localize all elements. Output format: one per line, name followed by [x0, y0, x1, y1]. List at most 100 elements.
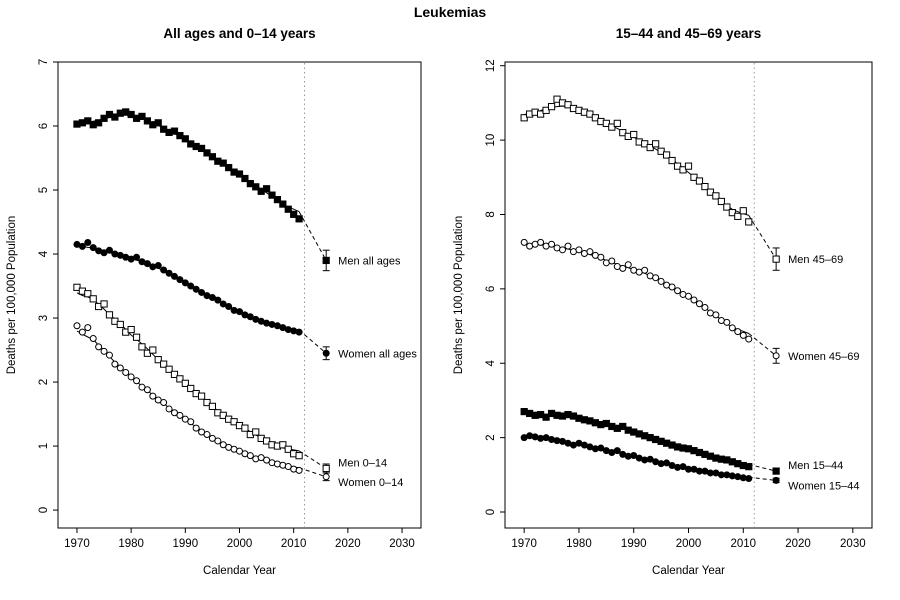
data-point [728, 324, 736, 332]
data-point [284, 463, 292, 471]
data-point [203, 398, 211, 407]
x-tick-label: 1970 [511, 538, 537, 550]
x-axis: 1970 1980 1990 2000 2010 2020 2030 [64, 528, 415, 550]
series-label: Men all ages [338, 255, 401, 267]
data-point [138, 343, 146, 351]
y-tick-label: 0 [485, 509, 497, 515]
data-point [695, 177, 704, 185]
data-point [192, 424, 200, 432]
data-point [78, 328, 86, 336]
projection-line [298, 450, 327, 469]
data-point [608, 123, 616, 131]
data-point [84, 117, 92, 125]
data-point [553, 95, 561, 103]
data-point [646, 455, 654, 463]
projection-line [298, 211, 327, 261]
data-point [542, 106, 550, 114]
data-point [602, 119, 610, 127]
data-point [236, 308, 243, 316]
data-point [105, 311, 114, 319]
x-tick-label: 2020 [785, 538, 811, 550]
projection-point [322, 349, 330, 357]
data-point [723, 471, 731, 479]
series-men-0-14: Men 0–14 [73, 283, 387, 474]
series-label: Women 0–14 [338, 477, 403, 489]
series-label: Women all ages [338, 348, 417, 360]
projection-line [748, 476, 777, 481]
data-point [728, 209, 736, 217]
data-point [295, 466, 303, 474]
y-tick-label: 1 [38, 443, 50, 449]
x-axis-label-right: Calendar Year [652, 565, 725, 577]
data-point [176, 375, 184, 383]
data-point [73, 283, 81, 291]
y-tick-label: 8 [485, 211, 497, 217]
data-point [149, 392, 157, 400]
data-point [685, 292, 692, 300]
data-point [257, 454, 265, 462]
trend-line [76, 330, 300, 469]
data-point [586, 110, 594, 118]
trend-line [524, 243, 749, 334]
data-point [652, 274, 660, 282]
data-point [263, 456, 271, 464]
data-point [526, 432, 534, 440]
data-point [520, 114, 528, 122]
data-point [138, 383, 146, 391]
data-point [235, 170, 244, 178]
data-point [739, 207, 747, 215]
series-label: Women 45–69 [788, 351, 859, 363]
series-women-15-44: Women 15–44 [520, 432, 860, 492]
data-point [745, 218, 753, 226]
data-point [143, 386, 151, 394]
projection-point [772, 476, 780, 484]
y-tick-label: 6 [38, 123, 50, 129]
data-point [712, 311, 720, 319]
data-point [252, 183, 260, 191]
data-point [219, 159, 227, 167]
data-point [679, 166, 687, 174]
data-point [723, 318, 731, 326]
projection-point [772, 255, 780, 263]
y-axis: 0 1 2 3 4 5 6 7 [38, 59, 58, 513]
series-label: Women 15–44 [788, 480, 859, 492]
x-tick-label: 2020 [335, 538, 361, 550]
data-point [619, 422, 627, 431]
x-tick-label: 1990 [173, 538, 199, 550]
data-point [219, 411, 227, 419]
data-point [241, 424, 249, 432]
data-point [252, 428, 260, 436]
data-point [100, 114, 108, 122]
data-point [127, 325, 135, 334]
data-point [739, 331, 747, 339]
x-tick-label: 2030 [389, 538, 415, 550]
data-point [181, 415, 189, 423]
data-point [279, 200, 287, 208]
data-point [170, 127, 179, 135]
data-point [284, 205, 292, 213]
data-point [160, 399, 168, 407]
data-point [668, 156, 676, 165]
data-point [695, 300, 703, 308]
projection-point [322, 464, 330, 473]
data-point [624, 261, 632, 269]
data-point [701, 182, 709, 191]
data-point [586, 248, 594, 256]
y-tick-label: 5 [38, 187, 50, 193]
data-point [100, 249, 108, 257]
series-men-45-69: Men 45–69 [520, 95, 843, 271]
data-point [154, 262, 162, 270]
x-axis-label-left: Calendar Year [203, 565, 276, 577]
data-point [657, 147, 665, 155]
data-point [105, 246, 113, 254]
y-tick-label: 10 [485, 134, 497, 147]
data-point [723, 203, 731, 211]
data-point [690, 296, 698, 304]
data-point [262, 185, 271, 193]
data-point [734, 328, 742, 336]
data-point [641, 140, 649, 148]
data-point [657, 277, 665, 285]
data-point [548, 435, 556, 443]
y-tick-label: 6 [485, 286, 497, 292]
data-point [197, 392, 206, 400]
